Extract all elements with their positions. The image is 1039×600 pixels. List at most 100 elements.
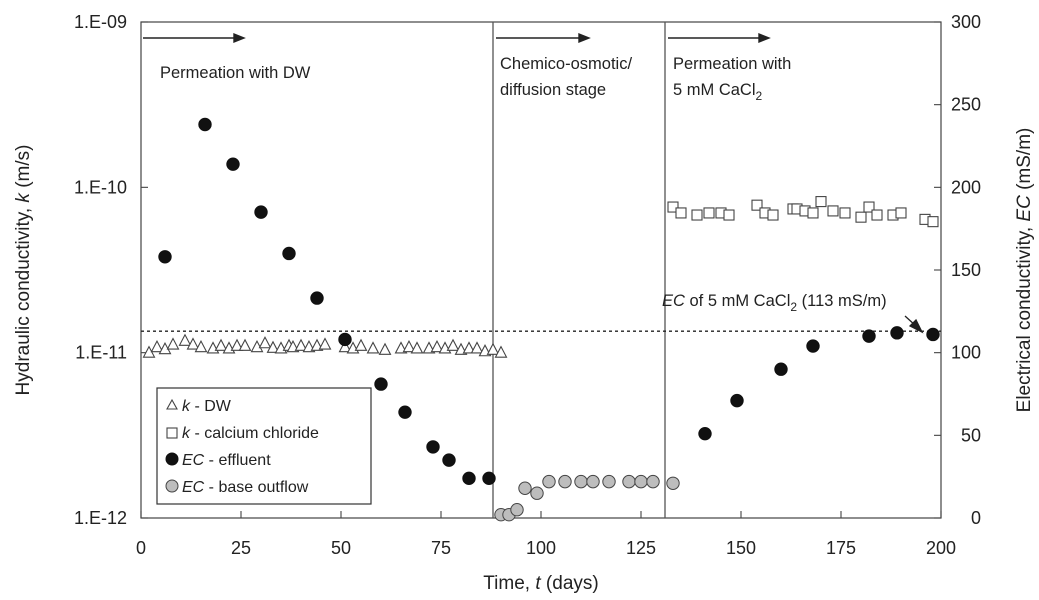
data-point-ec-effluent — [254, 205, 268, 219]
data-point-k-calcium-chloride — [807, 207, 819, 219]
data-point-ec-base-outflow — [530, 486, 544, 500]
x-tick-label: 75 — [431, 538, 451, 558]
data-point-k-dw — [354, 338, 368, 351]
data-point-k-dw — [430, 339, 444, 353]
data-point-k-calcium-chloride — [767, 209, 779, 221]
data-point-k-calcium-chloride — [723, 209, 735, 221]
data-point-ec-effluent — [862, 329, 876, 343]
data-point-ec-effluent — [426, 440, 440, 454]
data-point-ec-effluent — [890, 326, 904, 340]
data-point-k-dw — [470, 341, 484, 354]
data-point-k-calcium-chloride — [667, 201, 679, 213]
data-point-k-dw — [214, 338, 228, 351]
stage-arrows — [143, 32, 771, 44]
reference-arrow-head — [908, 318, 924, 334]
legend-marker-square — [166, 427, 178, 439]
x-tick-label: 100 — [526, 538, 556, 558]
data-point-k-calcium-chloride — [815, 196, 827, 208]
reference-arrow — [904, 315, 924, 334]
data-point-ec-base-outflow — [646, 474, 660, 489]
data-point-ec-effluent — [442, 453, 456, 467]
x-tick-label: 200 — [926, 538, 956, 558]
y-right-tick-label: 250 — [951, 95, 981, 115]
legend-label-k-calcium-chloride: k - calcium chloride — [182, 425, 319, 442]
x-axis-ticks: 0 25 50 75 100 125 150 175 200 — [136, 511, 956, 558]
data-point-k-calcium-chloride — [675, 207, 687, 219]
data-point-k-dw — [150, 339, 164, 353]
data-point-k-dw — [410, 341, 424, 354]
y-right-tick-label: 200 — [951, 177, 981, 197]
reference-label: EC of 5 mM CaCl2 (113 mS/m) — [662, 292, 887, 314]
x-tick-label: 50 — [331, 538, 351, 558]
data-point-k-calcium-chloride — [827, 205, 839, 217]
series-circle-black — [158, 117, 940, 486]
data-point-ec-base-outflow — [542, 474, 556, 489]
data-point-k-calcium-chloride — [751, 199, 763, 211]
data-point-ec-effluent — [462, 471, 476, 486]
y-left-tick-label: 1.E-09 — [74, 12, 127, 32]
legend-marker-gray-circle — [165, 479, 179, 493]
legend-item-ec-effluent: EC - effluent — [165, 452, 271, 469]
legend-box — [156, 387, 372, 505]
y-left-tick-label: 1.E-12 — [74, 508, 127, 528]
data-point-ec-effluent — [774, 362, 788, 376]
data-point-ec-base-outflow — [518, 481, 532, 495]
data-point-k-calcium-chloride — [691, 209, 703, 221]
stage3-arrow-head — [758, 32, 771, 44]
data-point-ec-effluent — [282, 246, 296, 261]
data-point-k-dw — [230, 338, 244, 351]
data-point-k-calcium-chloride — [863, 201, 875, 213]
legend: k - DW k - calcium chloride EC - effluen… — [156, 387, 372, 505]
x-tick-label: 25 — [231, 538, 251, 558]
data-point-k-dw — [494, 345, 508, 358]
legend-item-k-calcium-chloride: k - calcium chloride — [166, 425, 319, 442]
data-point-ec-effluent — [482, 471, 496, 486]
data-point-k-dw — [178, 333, 192, 346]
data-point-ec-effluent — [926, 327, 940, 342]
data-point-ec-effluent — [310, 291, 324, 305]
data-point-k-dw — [366, 341, 380, 354]
data-point-ec-effluent — [398, 405, 412, 419]
data-point-k-dw — [462, 341, 476, 354]
legend-label-ec-base-outflow: EC - base outflow — [182, 479, 309, 496]
stage3-label-line2: 5 mM CaCl2 — [673, 81, 763, 103]
stage1-arrow-head — [233, 32, 246, 44]
data-point-k-calcium-chloride — [871, 209, 883, 221]
data-point-ec-base-outflow — [574, 474, 588, 489]
series-square-open — [667, 196, 939, 228]
x-tick-label: 0 — [136, 538, 146, 558]
data-point-k-dw — [258, 336, 272, 349]
data-point-k-calcium-chloride — [927, 216, 939, 228]
data-point-k-dw — [486, 342, 500, 355]
data-point-k-dw — [166, 337, 180, 350]
legend-label-k-dw: k - DW — [182, 398, 232, 415]
data-point-ec-base-outflow — [634, 474, 648, 489]
data-point-ec-effluent — [806, 339, 820, 353]
data-point-ec-effluent — [226, 157, 240, 171]
data-point-ec-base-outflow — [602, 474, 616, 489]
y-right-tick-label: 50 — [961, 425, 981, 445]
data-point-k-dw — [338, 339, 352, 353]
data-point-ec-effluent — [730, 393, 744, 408]
data-point-k-calcium-chloride — [895, 207, 907, 219]
stage-boundaries — [492, 22, 666, 518]
data-point-ec-base-outflow — [666, 476, 680, 490]
y-right-axis-ticks: 0 50 100 150 200 250 300 — [934, 12, 981, 528]
x-tick-label: 175 — [826, 538, 856, 558]
legend-item-k-dw: k - DW — [166, 398, 232, 415]
data-point-ec-base-outflow — [586, 474, 600, 489]
data-point-ec-base-outflow — [558, 474, 572, 489]
y-right-tick-label: 0 — [971, 508, 981, 528]
data-point-k-calcium-chloride — [839, 207, 851, 219]
data-point-k-dw — [186, 337, 200, 350]
y-right-tick-label: 100 — [951, 343, 981, 363]
y-right-tick-label: 150 — [951, 260, 981, 280]
legend-marker-black-circle — [165, 452, 179, 466]
y-right-axis-label: Electrical conductivity, EC (mS/m) — [1014, 128, 1035, 413]
data-point-ec-effluent — [338, 332, 352, 347]
data-point-k-dw — [402, 339, 416, 353]
x-tick-label: 150 — [726, 538, 756, 558]
y-left-tick-label: 1.E-10 — [74, 177, 127, 197]
y-left-tick-label: 1.E-11 — [75, 343, 127, 363]
